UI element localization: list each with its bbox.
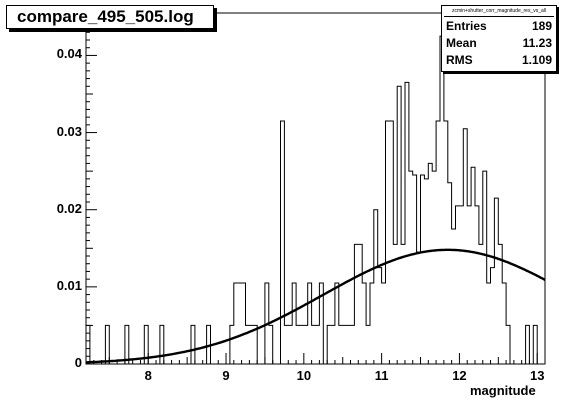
stats-row-rms: RMS 1.109 — [446, 53, 552, 69]
x-tick-label: 8 — [144, 368, 152, 383]
stats-box: zcmin+shutter_corr_magnitude_res_vs_all … — [441, 5, 557, 72]
stats-value: 1.109 — [521, 53, 552, 67]
x-tick-label: 10 — [296, 368, 312, 383]
plot-frame — [85, 12, 546, 365]
frame-rect — [85, 12, 546, 365]
y-tick-label: 0 — [74, 355, 82, 370]
axis-ticks — [85, 16, 546, 365]
x-tick-label: 9 — [222, 368, 230, 383]
stats-histogram-name: zcmin+shutter_corr_magnitude_res_vs_all — [444, 7, 554, 17]
stats-value: 11.23 — [522, 36, 552, 50]
histogram — [85, 35, 542, 365]
y-tick-label: 0.02 — [56, 200, 82, 216]
fit-curve — [86, 248, 546, 364]
x-tick-label: 12 — [452, 368, 467, 383]
chart-title: compare_495_505.log — [17, 7, 194, 26]
gaussian-fit — [86, 248, 546, 364]
x-tick-label: 13 — [529, 368, 545, 383]
stats-row-entries: Entries 189 — [446, 19, 552, 35]
x-axis-title: magnitude — [470, 383, 536, 398]
histogram-outline — [85, 35, 542, 365]
x-tick-label: 11 — [374, 368, 389, 383]
stats-key: RMS — [446, 53, 473, 67]
y-tick-label: 0.04 — [56, 46, 82, 62]
stats-value: 189 — [531, 19, 552, 33]
y-tick-label: 0.03 — [56, 123, 82, 139]
stats-key: Entries — [446, 19, 487, 33]
stats-row-mean: Mean 11.23 — [446, 36, 552, 52]
title-box: compare_495_505.log — [6, 5, 214, 29]
stats-key: Mean — [446, 36, 477, 50]
y-tick-label: 0.01 — [56, 277, 82, 293]
